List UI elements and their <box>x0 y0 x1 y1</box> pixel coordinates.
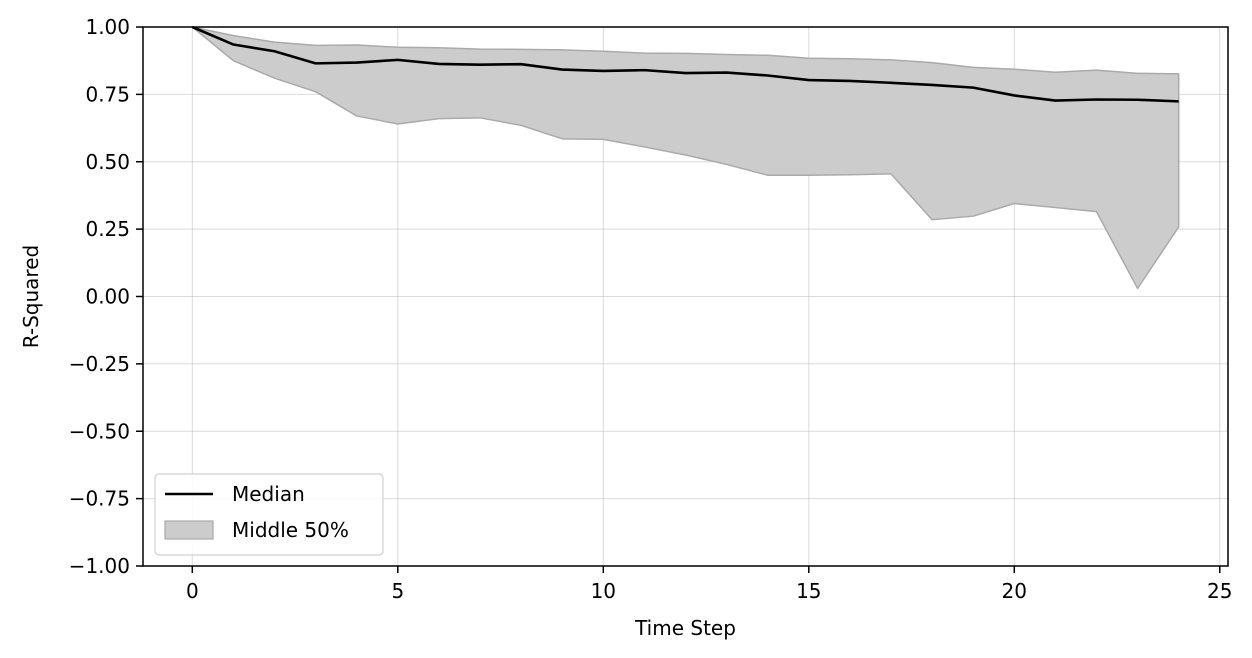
y-tick-label: 0.50 <box>85 150 130 174</box>
legend-label-median: Median <box>232 482 305 506</box>
y-tick-label: −0.75 <box>69 487 130 511</box>
y-tick-label: 0.25 <box>85 217 130 241</box>
y-tick-label: −0.25 <box>69 352 130 376</box>
x-axis: 0 5 10 15 20 25 <box>186 566 1233 603</box>
legend: Median Middle 50% <box>154 473 384 556</box>
y-axis: −1.00 −0.75 −0.50 −0.25 0.00 0.25 0.50 0.75 1.00 <box>69 15 143 578</box>
x-tick-label: 10 <box>591 579 616 603</box>
x-tick-label: 0 <box>186 579 199 603</box>
legend-label-middle-50: Middle 50% <box>232 518 349 542</box>
legend-swatch-middle-50 <box>164 520 214 540</box>
series-band-middle-50 <box>191 26 1180 290</box>
x-tick-label: 25 <box>1207 579 1232 603</box>
y-tick-label: 0.75 <box>85 82 130 106</box>
y-tick-label: −0.50 <box>69 419 130 443</box>
x-tick-label: 15 <box>796 579 821 603</box>
x-axis-label: Time Step <box>634 616 736 640</box>
y-tick-label: −1.00 <box>69 554 130 578</box>
y-tick-label: 1.00 <box>85 15 130 39</box>
series-line-median <box>191 25 1179 103</box>
x-tick-label: 20 <box>1002 579 1027 603</box>
y-tick-label: 0.00 <box>85 285 130 309</box>
x-tick-label: 5 <box>391 579 404 603</box>
y-axis-label: R-Squared <box>19 245 43 348</box>
